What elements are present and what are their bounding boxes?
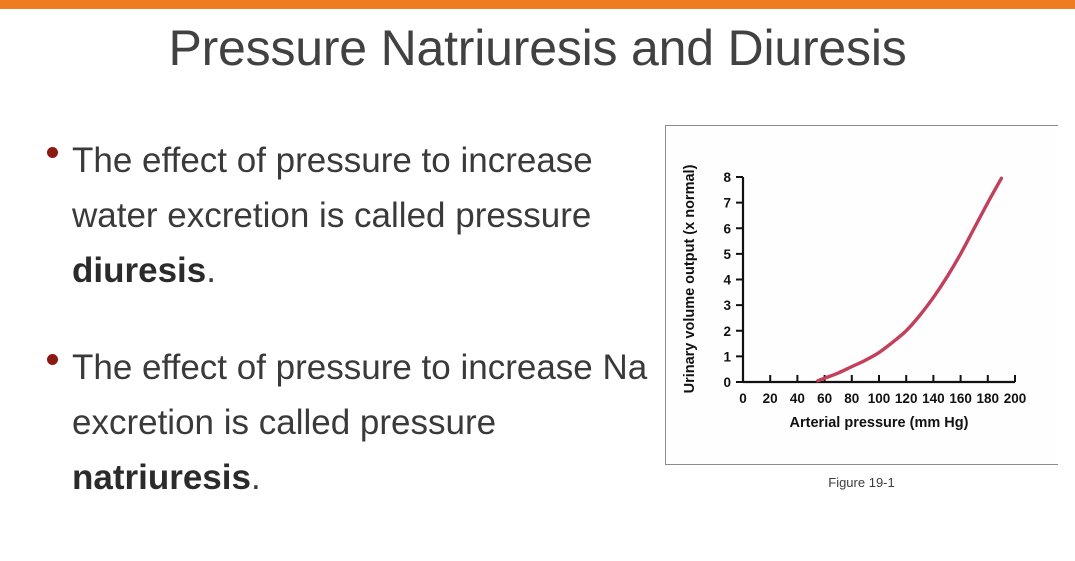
y-tick-label: 3	[723, 298, 731, 313]
bullet-text-2-emphasis: natriuresis	[72, 457, 251, 497]
list-item: The effect of pressure to increase water…	[38, 134, 653, 299]
bullet-text-1: The effect of pressure to increase water…	[72, 134, 653, 299]
y-tick-label: 8	[723, 170, 731, 185]
x-tick-label: 160	[949, 391, 972, 406]
x-tick-label: 0	[739, 391, 747, 406]
list-item: The effect of pressure to increase Na ex…	[38, 341, 653, 506]
y-axis-title: Urinary volume output (x normal)	[682, 164, 698, 393]
bullet-text-1-suffix: .	[206, 250, 216, 290]
y-tick-label: 7	[723, 196, 731, 211]
x-axis-title: Arterial pressure (mm Hg)	[790, 415, 969, 431]
x-tick-label: 60	[817, 391, 832, 406]
top-accent-bar	[0, 0, 1075, 9]
bullet-list: The effect of pressure to increase water…	[38, 134, 653, 506]
bullet-dot-icon	[38, 341, 72, 365]
data-series-curve	[816, 176, 1004, 383]
bullet-text-2-prefix: The effect of pressure to increase Na ex…	[72, 347, 648, 442]
page-title: Pressure Natriuresis and Diuresis	[168, 20, 907, 76]
x-tick-label: 200	[1004, 391, 1027, 406]
x-tick-label: 140	[922, 391, 945, 406]
bullet-text-2-suffix: .	[250, 457, 261, 497]
figure-caption: Figure 19-1	[828, 475, 895, 490]
x-tick-label: 120	[895, 391, 918, 406]
bullet-text-1-prefix: The effect of pressure to increase water…	[72, 141, 593, 235]
x-tick-label: 100	[868, 391, 891, 406]
y-tick-label: 6	[723, 221, 731, 236]
y-axis-ticks: 0 1 2 3 4 5 6 7 8	[723, 170, 743, 390]
x-tick-label: 180	[977, 391, 1000, 406]
x-tick-label: 40	[790, 391, 805, 406]
bullet-dot-icon	[38, 134, 72, 158]
bullet-text-1-emphasis: diuresis	[72, 250, 207, 290]
pressure-diuresis-chart: 0 1 2 3 4 5 6 7 8 0 20 40 60 80 100 120 140 160 180 200 Ar…	[666, 126, 1059, 464]
y-tick-label: 1	[723, 349, 731, 364]
x-axis-ticks: 0 20 40 60 80 100 120 140 160 180 200	[739, 375, 1026, 406]
x-tick-label: 80	[844, 391, 859, 406]
y-tick-label: 2	[723, 324, 731, 339]
y-tick-label: 5	[723, 247, 731, 262]
x-tick-label: 20	[763, 391, 778, 406]
figure-panel: 0 1 2 3 4 5 6 7 8 0 20 40 60 80 100 120 140 160 180 200 Ar…	[665, 125, 1059, 465]
bullet-text-2: The effect of pressure to increase Na ex…	[72, 341, 653, 506]
y-tick-label: 4	[723, 273, 731, 288]
y-tick-label: 0	[723, 375, 731, 390]
